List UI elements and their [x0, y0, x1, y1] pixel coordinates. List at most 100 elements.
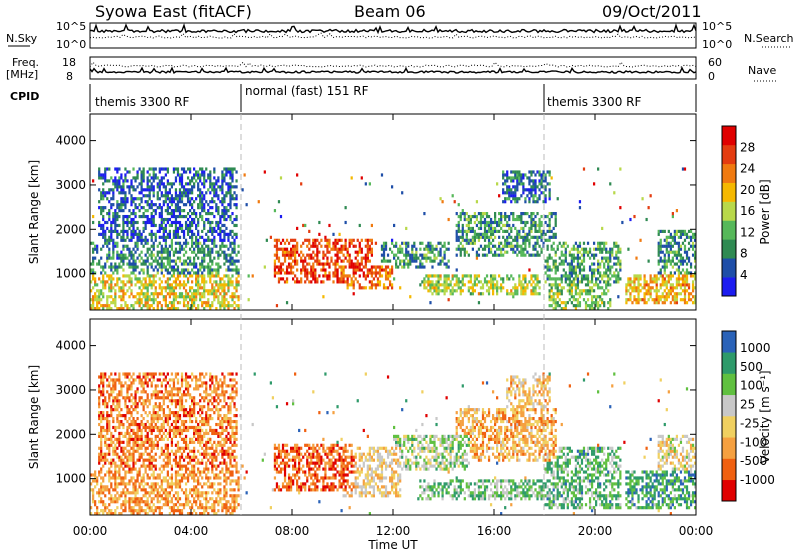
heatmap-cell: [227, 280, 230, 284]
heatmap-cell: [209, 265, 212, 269]
heatmap-cell: [538, 220, 541, 225]
heatmap-cell: [386, 265, 390, 269]
heatmap-cell: [393, 244, 396, 248]
heatmap-cell: [376, 283, 380, 287]
heatmap-cell: [481, 212, 485, 216]
heatmap-cell: [98, 220, 101, 225]
heatmap-cell: [514, 250, 517, 254]
heatmap-cell: [108, 381, 111, 385]
heatmap-cell: [209, 220, 212, 225]
heatmap-cell: [592, 271, 596, 275]
heatmap-cell: [100, 449, 103, 453]
heatmap-cell: [168, 292, 171, 296]
heatmap-cell: [108, 512, 111, 516]
heatmap-cell: [150, 232, 153, 236]
heatmap-cell: [138, 280, 141, 284]
heatmap-cell: [122, 197, 125, 201]
heatmap-cell: [279, 271, 283, 275]
heatmap-cell: [546, 265, 549, 269]
heatmap-cell: [659, 271, 662, 275]
heatmap-cell: [207, 244, 210, 248]
heatmap-cell: [114, 437, 117, 441]
heatmap-cell: [538, 235, 541, 239]
heatmap-cell: [524, 173, 527, 177]
heatmap-cell: [532, 200, 535, 204]
heatmap-cell: [150, 446, 153, 450]
heatmap-cell: [219, 214, 222, 219]
heatmap-cell: [304, 265, 307, 269]
heatmap-cell: [102, 232, 105, 236]
heatmap-cell: [463, 253, 466, 257]
heatmap-cell: [110, 411, 113, 415]
heatmap-cell: [514, 226, 517, 231]
heatmap-cell: [546, 244, 549, 248]
heatmap-cell: [156, 259, 159, 263]
heatmap-cell: [300, 277, 303, 281]
heatmap-cell: [160, 292, 163, 296]
heatmap-cell: [576, 274, 580, 278]
heatmap-cell: [124, 274, 127, 278]
heatmap-cell: [182, 188, 186, 192]
heatmap-cell: [188, 235, 192, 239]
heatmap-cell: [118, 289, 121, 293]
heatmap-cell: [108, 503, 111, 507]
heatmap-cell: [108, 250, 111, 254]
heatmap-cell: [431, 292, 434, 296]
heatmap-cell: [98, 458, 101, 462]
heatmap-cell: [184, 283, 188, 287]
heatmap-cell: [98, 455, 101, 459]
heatmap-cell: [211, 232, 214, 236]
heatmap-cell: [209, 307, 212, 311]
heatmap-cell: [536, 197, 539, 201]
heatmap-cell: [491, 277, 495, 281]
heatmap-cell: [225, 212, 228, 216]
heatmap-cell: [477, 274, 481, 278]
heatmap-cell: [126, 229, 129, 233]
heatmap-cell: [138, 286, 141, 290]
heatmap-cell: [217, 197, 220, 201]
heatmap-cell: [110, 277, 113, 281]
heatmap-cell: [148, 464, 151, 468]
heatmap-cell: [132, 259, 135, 263]
heatmap-cell: [114, 185, 117, 189]
heatmap-cell: [213, 238, 216, 242]
heatmap-cell: [500, 212, 503, 216]
heatmap-cell: [207, 304, 210, 308]
heatmap-cell: [560, 280, 563, 284]
heatmap-cell: [332, 280, 335, 284]
heatmap-cell: [104, 485, 107, 489]
heatmap-cell: [197, 176, 200, 180]
heatmap-cell: [514, 200, 517, 204]
heatmap-cell: [296, 259, 299, 263]
heatmap-cell: [144, 298, 147, 302]
heatmap-cell: [213, 191, 216, 195]
heatmap-cell: [162, 238, 165, 242]
heatmap-cell: [536, 200, 539, 204]
heatmap-cell: [425, 280, 428, 284]
heatmap-cell: [148, 220, 151, 225]
heatmap-cell: [122, 307, 125, 311]
heatmap-cell: [146, 464, 149, 468]
heatmap-cell: [227, 259, 230, 263]
heatmap-cell: [477, 301, 481, 305]
heatmap-cell: [296, 226, 299, 231]
heatmap-cell: [679, 232, 683, 236]
heatmap-cell: [524, 197, 527, 201]
heatmap-cell: [211, 271, 214, 275]
heatmap-cell: [150, 431, 153, 436]
heatmap-cell: [421, 262, 424, 266]
heatmap-cell: [681, 274, 685, 278]
heatmap-cell: [576, 292, 580, 296]
heatmap-cell: [485, 220, 489, 225]
heatmap-cell: [148, 206, 151, 210]
heatmap-cell: [489, 232, 493, 236]
heatmap-cell: [544, 271, 547, 275]
heatmap-cell: [160, 280, 163, 284]
heatmap-cell: [112, 408, 115, 412]
heatmap-cell: [661, 259, 664, 263]
heatmap-cell: [344, 220, 347, 225]
heatmap-cell: [106, 241, 109, 245]
heatmap-cell: [188, 274, 192, 278]
heatmap-cell: [207, 176, 210, 180]
heatmap-cell: [522, 286, 525, 290]
